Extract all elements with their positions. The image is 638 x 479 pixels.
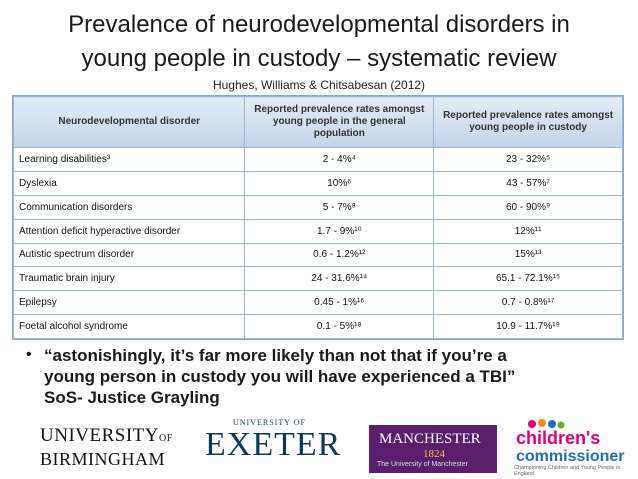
birmingham-university-text: UNIVERSITY — [40, 425, 159, 446]
citation-subtitle: Hughes, Williams & Chitsabesan (2012) — [212, 78, 426, 92]
manchester-year-text: 1824 — [423, 448, 445, 460]
bullet-point: • — [26, 346, 32, 363]
birmingham-name-text: BIRMINGHAM — [40, 449, 166, 469]
quote-attribution: SoS- Justice Grayling — [44, 388, 220, 407]
cell-custody: 23 - 32%⁵ — [433, 147, 623, 172]
cell-general: 1.7 - 9%¹⁰ — [244, 218, 435, 244]
cell-disorder: Dyslexia — [12, 170, 246, 196]
cell-general: 0.1 - 5%¹⁸ — [244, 314, 435, 339]
cell-custody: 60 - 90%⁹ — [433, 194, 623, 220]
table-row: Traumatic brain injury 24 - 31.6%¹⁴ 65.1… — [12, 266, 623, 292]
prevalence-table: Neurodevelopmental disorder Reported pre… — [12, 95, 624, 340]
cell-custody: 65.1 - 72.1%¹⁵ — [433, 266, 623, 292]
table-row: Autistic spectrum disorder 0.6 - 1.2%¹² … — [12, 242, 623, 268]
cc-tagline: Championing Children and Young People in… — [514, 465, 621, 477]
figures-icon — [528, 419, 565, 429]
table-row: Learning disabilities³ 2 - 4%⁴ 23 - 32%⁵ — [12, 147, 623, 172]
cell-custody: 43 - 57%⁷ — [433, 170, 623, 196]
cell-disorder: Attention deficit hyperactive disorder — [12, 218, 246, 244]
title-line-2: young people in custody – systematic rev… — [81, 45, 557, 72]
childrens-commissioner-logo: children's commissioner Championing Chil… — [512, 418, 625, 477]
cc-line-1: children's — [516, 428, 601, 448]
cell-disorder: Epilepsy — [12, 290, 246, 316]
header-custody: Reported prevalence rates amongst young … — [433, 96, 623, 148]
quote-line-1: “astonishingly, it’s far more likely tha… — [44, 346, 507, 365]
grayling-quote: “astonishingly, it’s far more likely tha… — [44, 345, 604, 408]
title-line-1: Prevalence of neurodevelopmental disorde… — [68, 11, 570, 38]
table-header-row: Neurodevelopmental disorder Reported pre… — [12, 96, 623, 148]
cell-custody: 15%¹³ — [433, 242, 623, 268]
cell-general: 5 - 7%⁸ — [244, 194, 435, 220]
university-of-exeter-logo: UNIVERSITY OF EXETER — [205, 418, 345, 466]
header-disorder: Neurodevelopmental disorder — [12, 96, 246, 148]
cell-custody: 12%¹¹ — [433, 218, 623, 244]
cell-general: 24 - 31.6%¹⁴ — [244, 266, 435, 292]
cell-disorder: Traumatic brain injury — [12, 266, 246, 292]
table-row: Dyslexia 10%⁶ 43 - 57%⁷ — [12, 170, 623, 196]
birmingham-of-text: OF — [159, 433, 173, 444]
cell-general: 0.45 - 1%¹⁶ — [244, 290, 435, 316]
cell-disorder: Foetal alcohol syndrome — [12, 314, 246, 339]
manchester-name-text: MANCHESTER — [379, 431, 481, 447]
quote-line-2: young person in custody you will have ex… — [44, 367, 516, 386]
manchester-sub-text: The University of Manchester — [377, 461, 469, 468]
cell-disorder: Communication disorders — [12, 194, 246, 220]
exeter-small-text: UNIVERSITY OF — [233, 418, 306, 427]
cc-line-2: commissioner — [516, 448, 625, 465]
cell-general: 0.6 - 1.2%¹² — [244, 242, 435, 268]
cell-general: 2 - 4%⁴ — [244, 147, 435, 172]
cell-disorder: Learning disabilities³ — [12, 147, 246, 172]
table-row: Communication disorders 5 - 7%⁸ 60 - 90%… — [12, 194, 623, 220]
cell-custody: 10.9 - 11.7%¹⁹ — [433, 314, 623, 339]
university-of-manchester-logo: MANCHESTER 1824 The University of Manche… — [369, 425, 497, 473]
university-of-birmingham-logo: UNIVERSITYOF BIRMINGHAM — [40, 425, 182, 470]
cell-general: 10%⁶ — [244, 170, 435, 196]
table-row: Epilepsy 0.45 - 1%¹⁶ 0.7 - 0.8%¹⁷ — [12, 290, 623, 316]
cell-custody: 0.7 - 0.8%¹⁷ — [433, 290, 623, 316]
header-general-population: Reported prevalence rates amongst young … — [244, 96, 435, 148]
table-row: Attention deficit hyperactive disorder 1… — [12, 218, 623, 244]
table-row: Foetal alcohol syndrome 0.1 - 5%¹⁸ 10.9 … — [12, 314, 623, 339]
exeter-big-text: EXETER — [205, 426, 342, 463]
cell-disorder: Autistic spectrum disorder — [12, 242, 246, 268]
